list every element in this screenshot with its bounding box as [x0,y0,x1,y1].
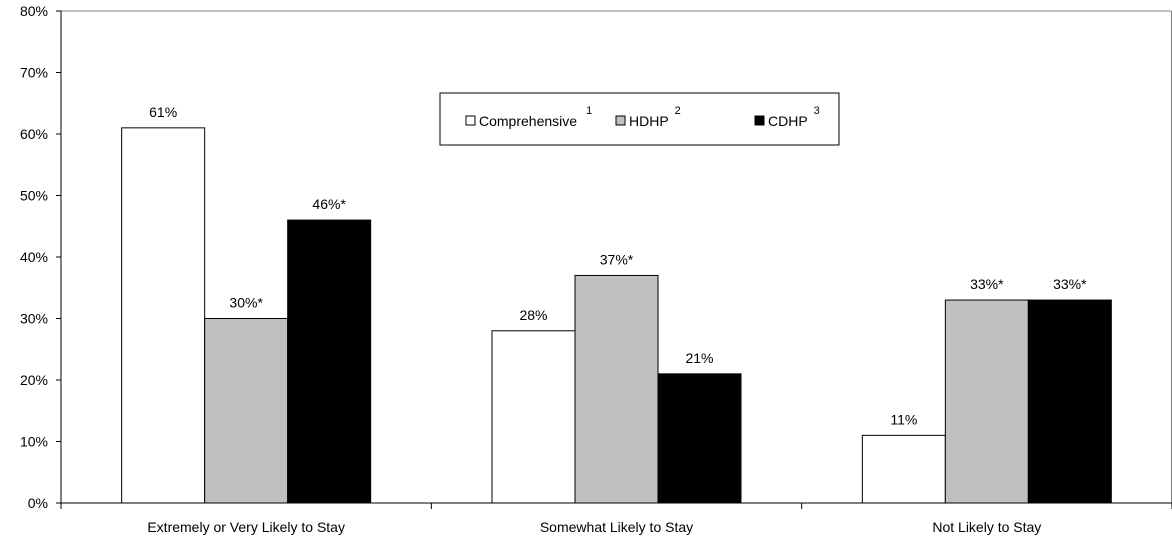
data-label: 46%* [312,196,346,212]
legend-entry-superscript: 1 [586,105,592,117]
y-tick-label: 0% [28,495,48,511]
bar [1027,299,1112,504]
data-label: 61% [149,104,177,120]
y-tick-label: 30% [20,311,48,327]
legend-box [439,92,840,146]
data-label: 21% [685,350,713,366]
legend-entry-superscript: 3 [814,105,820,117]
axes: 0% 10% 20% 30% 40% 50% 60% 70% 80% Extremely or V… [20,3,1172,535]
bar [657,373,742,504]
legend: Comprehensive 1 HDHP 2 CDHP 3 [439,92,840,146]
bars: 61% 28% 11% 30%* 37%* 33%* 46%* 21% 33%* [121,104,1112,504]
x-tick-label: Somewhat Likely to Stay [540,519,693,535]
data-label: 33%* [1053,276,1087,292]
y-tick-label: 50% [20,188,48,204]
y-tick-label: 80% [20,3,48,19]
y-tick-label: 70% [20,65,48,81]
legend-entry-label: HDHP [629,113,669,129]
y-tick-label: 10% [20,434,48,450]
data-label: 37%* [600,251,634,267]
bar [204,318,289,504]
legend-swatch [754,115,765,126]
y-tick-label: 40% [20,249,48,265]
legend-entry-label: CDHP [768,113,808,129]
x-tick-label: Extremely or Very Likely to Stay [147,519,345,535]
y-tick-label: 20% [20,372,48,388]
data-label: 30%* [229,295,263,311]
bar [287,219,372,504]
legend-swatch [465,115,476,126]
legend-entry-superscript: 2 [675,105,681,117]
data-label: 28% [519,307,547,323]
legend-swatch [615,115,626,126]
data-label: 11% [890,411,917,427]
y-tick-label: 60% [20,126,48,142]
x-tick-label: Not Likely to Stay [932,519,1041,535]
bar [574,274,659,504]
data-label: 33%* [970,276,1004,292]
bar [121,127,206,504]
bar [491,330,576,504]
legend-entry-label: Comprehensive [479,113,577,129]
bar [861,434,946,504]
bar [944,299,1029,504]
